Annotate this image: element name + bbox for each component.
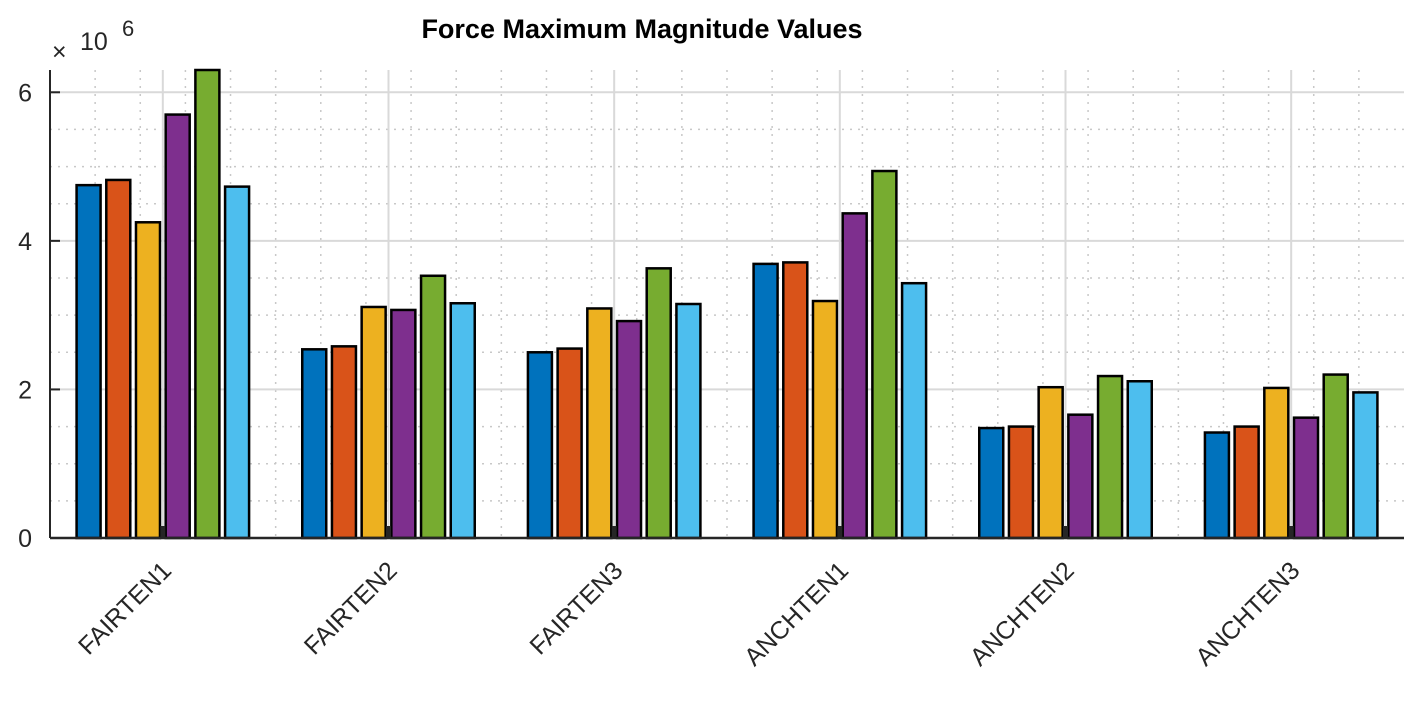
y-tick-label: 4 [18, 228, 32, 256]
bars [75, 68, 1379, 540]
bar [223, 185, 251, 540]
bar [615, 319, 643, 540]
y-tick-label: 2 [18, 376, 32, 404]
x-tick-label: ANCHTEN2 [965, 556, 1080, 671]
bar [1263, 386, 1290, 540]
bar [1352, 391, 1379, 540]
bar [419, 274, 447, 540]
bar [194, 68, 221, 540]
x-tick-label: FAIRTEN3 [524, 556, 628, 660]
bar [1126, 380, 1153, 540]
bar [1233, 425, 1260, 540]
exponent-power: 6 [122, 16, 134, 41]
x-tick-label: FAIRTEN2 [299, 556, 403, 660]
grid-lines [50, 70, 1404, 538]
y-tick-label: 6 [18, 79, 32, 107]
bar [1096, 374, 1124, 540]
bar [1203, 431, 1231, 540]
bar [301, 348, 328, 540]
bar [390, 308, 417, 540]
exponent-prefix: × [52, 38, 67, 66]
bar [360, 305, 387, 540]
bar [752, 262, 779, 540]
bar [871, 169, 898, 540]
x-tick-label: ANCHTEN3 [1190, 556, 1305, 671]
bar [978, 426, 1005, 540]
bar [1322, 373, 1349, 540]
exponent-base: 10 [80, 28, 108, 56]
bar [645, 267, 672, 540]
bar [675, 302, 702, 540]
bar [811, 299, 839, 540]
bar [1037, 385, 1064, 540]
bar [556, 347, 583, 540]
x-tick-label: FAIRTEN1 [73, 556, 177, 660]
bar [586, 307, 613, 540]
chart-title: Force Maximum Magnitude Values [421, 14, 862, 44]
bar [1007, 425, 1035, 540]
bar [449, 302, 476, 540]
bar [1067, 413, 1094, 540]
x-tick-label: ANCHTEN1 [739, 556, 854, 671]
bar [105, 178, 132, 540]
y-exponent-label: × 10 6 [52, 16, 134, 66]
axes [49, 70, 1404, 540]
bar [841, 212, 868, 540]
bar [782, 261, 809, 540]
bar [75, 183, 102, 540]
bar [900, 281, 928, 540]
bar [526, 351, 554, 540]
bar [164, 113, 191, 540]
bar [1292, 416, 1320, 540]
bar [330, 345, 358, 540]
bar [134, 221, 162, 540]
y-tick-label: 0 [18, 525, 32, 553]
